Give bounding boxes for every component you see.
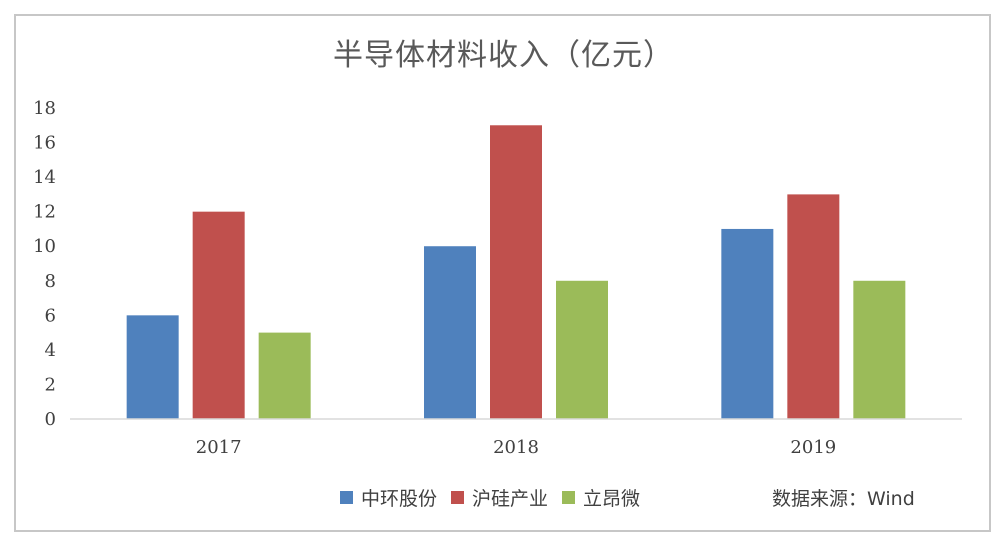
bar: [258, 332, 311, 419]
legend-swatch: [451, 491, 465, 504]
x-tick-label: 2018: [493, 437, 539, 458]
y-tick-label: 8: [45, 271, 56, 292]
bar: [490, 125, 542, 420]
legend-swatch: [340, 491, 353, 504]
bars-group: [126, 125, 906, 420]
y-tick-label: 2: [45, 374, 56, 395]
bar: [721, 228, 774, 419]
legend-label: 沪硅产业: [472, 488, 549, 510]
legend-label: 中环股份: [361, 488, 438, 510]
x-tick-label: 2019: [790, 437, 836, 458]
y-axis: 0 2 4 6 8 10 12 14 16 18: [33, 98, 56, 430]
legend-label: 立昂微: [583, 488, 641, 510]
bar: [853, 280, 906, 419]
y-tick-label: 10: [33, 236, 56, 257]
legend-item-liangwei: 立昂微: [562, 484, 640, 511]
bar: [192, 211, 245, 419]
bar: [787, 194, 840, 419]
y-tick-label: 12: [33, 202, 56, 223]
legend-item-zhonghuan: 中环股份: [340, 484, 437, 511]
legend: 中环股份 沪硅产业 立昂微: [340, 484, 654, 511]
x-axis: 2017 2018 2019: [196, 437, 836, 458]
y-tick-label: 18: [33, 98, 56, 119]
y-tick-label: 14: [33, 167, 56, 188]
bar: [424, 246, 476, 419]
bar: [126, 315, 179, 419]
y-tick-label: 0: [45, 409, 56, 430]
bar: [556, 280, 608, 419]
y-tick-label: 4: [45, 340, 56, 361]
legend-item-huyi: 沪硅产业: [451, 484, 548, 511]
y-tick-label: 6: [45, 305, 56, 326]
x-tick-label: 2017: [196, 437, 242, 458]
y-tick-label: 16: [33, 133, 56, 154]
source-note: 数据来源：Wind: [772, 488, 915, 510]
chart-title: 半导体材料收入（亿元）: [333, 38, 674, 73]
legend-swatch: [562, 491, 576, 504]
